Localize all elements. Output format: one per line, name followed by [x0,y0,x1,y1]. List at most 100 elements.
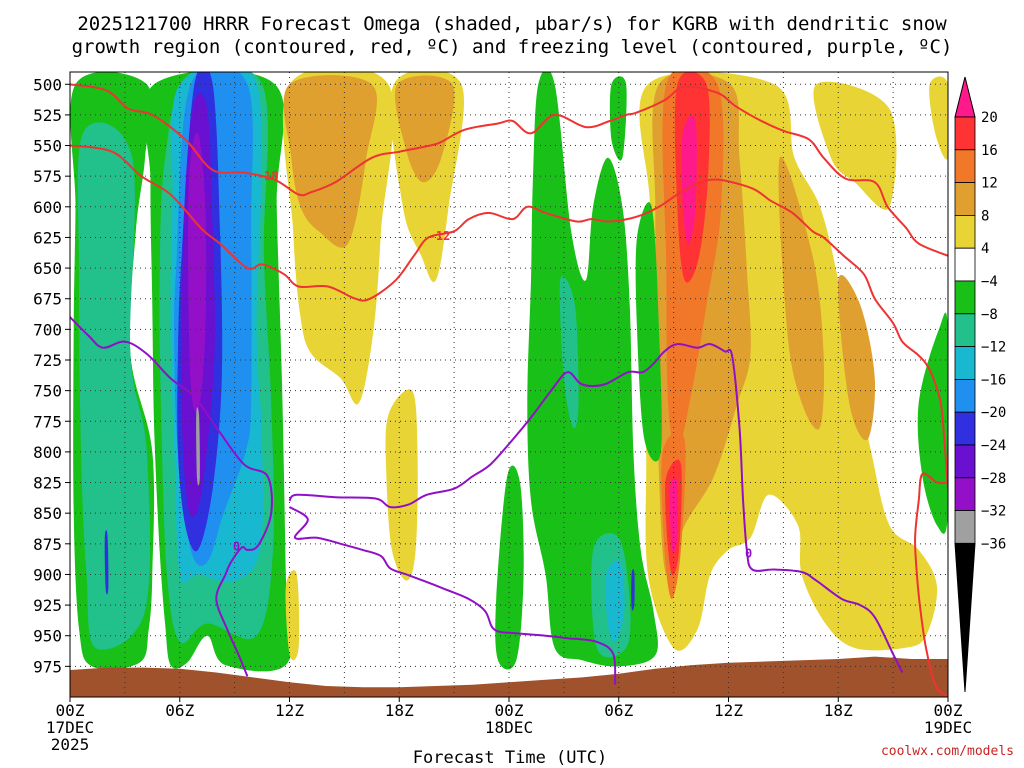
omega-region-20-27 [669,477,679,554]
colorbar-label-9: −20 [981,405,1006,421]
omega-region-4-17 [813,81,897,210]
colorbar-swatch-10 [954,411,976,446]
x-tick-label-36-0: 12Z [714,701,743,720]
dgz-contour-0 [70,83,948,257]
contour-layer: -18 -12 0 0 [70,83,948,697]
y-tick-label-975: 975 [33,657,62,676]
dgz-contour-label-0: -18 [257,169,279,183]
omega-region--8-28 [527,72,658,667]
terrain-layer [70,656,948,697]
y-tick-label-650: 650 [33,259,62,278]
x-tick-label-18-0: 18Z [385,701,414,720]
y-tick-label-725: 725 [33,351,62,370]
colorbar-label-6: −8 [981,307,998,323]
omega-region--24-36 [631,568,635,611]
y-tick-label-825: 825 [33,474,62,493]
omega-region-20-26 [681,115,697,244]
colorbar-label-11: −28 [981,471,1006,487]
omega-region--12-2 [77,122,151,650]
y-tick-label-800: 800 [33,443,62,462]
colorbar-label-12: −32 [981,504,1006,520]
colorbar-label-2: 12 [981,176,998,192]
freezing-level-contour-2 [288,506,617,685]
colorbar-swatch-2 [954,149,976,184]
colorbar-swatch-3 [954,182,976,216]
dgz-contour-2 [914,472,948,697]
colorbar-swatch-9 [954,378,976,413]
omega-region--12-33 [559,276,579,429]
x-tick-label-42-0: 18Z [824,701,853,720]
omega-region-4-18 [929,76,948,160]
colorbar-label-10: −24 [981,438,1006,454]
omega-region-8-20 [778,156,825,430]
freezing-level-label-1: 0 [745,547,752,561]
chart-title-line-1: 2025121700 HRRR Forecast Omega (shaded, … [77,13,947,35]
freezing-level-contour-0 [70,316,273,677]
colorbar-label-5: −4 [981,274,998,290]
x-tick-label-30-0: 06Z [604,701,633,720]
dgz-contour-1 [70,144,948,489]
omega-region-8-14 [283,75,378,248]
chart-title-line-2: growth region (contoured, red, ºC) and f… [72,36,953,58]
colorbar-label-4: 4 [981,241,989,257]
y-tick-label-625: 625 [33,228,62,247]
colorbar-label-3: 8 [981,208,989,224]
x-tick-label-0-1: 17DEC [46,718,94,737]
omega-shading-layer [70,72,948,672]
colorbar-swatch-7 [954,313,976,347]
x-tick-label-12-0: 12Z [275,701,304,720]
x-tick-label-0-2: 2025 [51,735,90,754]
y-tick-label-900: 900 [33,565,62,584]
x-axis-title: Forecast Time (UTC) [413,748,607,768]
colorbar-label-13: −36 [981,536,1006,552]
y-tick-label-550: 550 [33,137,62,156]
colorbar-swatch-5 [954,247,976,282]
omega-region-4-12 [385,389,418,581]
plot-area: -18 -12 0 0 [69,71,949,698]
omega-region--24-37 [104,529,109,595]
x-tick-label-48-1: 19DEC [924,718,972,737]
colorbar-swatch-13 [954,510,976,544]
x-tick-label-6-0: 06Z [165,701,194,720]
omega-region-8-21 [838,274,876,441]
colorbar-swatch-14 [954,542,976,693]
y-tick-label-950: 950 [33,627,62,646]
omega-region--36-9 [196,407,200,486]
x-tick-label-24-0: 00Z [495,701,524,720]
colorbar-label-8: −16 [981,372,1006,388]
y-tick-label-575: 575 [33,167,62,186]
colorbar-swatch-11 [954,444,976,479]
colorbar-swatch-8 [954,346,976,380]
credit-text: coolwx.com/models [881,744,1014,759]
omega-region-8-15 [395,75,455,183]
colorbar: 20 16 12 8 4 −4 −8 −12 −16 −20 −24 −28 −32 −36 [954,76,1006,693]
freezing-level-contour-1 [288,343,904,673]
y-tick-label-600: 600 [33,198,62,217]
y-tick-label-775: 775 [33,412,62,431]
omega-region--16-35 [605,560,625,643]
y-tick-label-850: 850 [33,504,62,523]
y-tick-label-875: 875 [33,535,62,554]
x-tick-label-48-0: 00Z [934,701,963,720]
y-tick-label-750: 750 [33,382,62,401]
dgz-contour-label-1: -12 [429,229,451,243]
y-tick-label-675: 675 [33,290,62,309]
colorbar-swatch-6 [954,280,976,315]
terrain-ground [70,656,948,697]
colorbar-swatch-0 [954,76,976,118]
colorbar-swatch-4 [954,214,976,249]
freezing-level-label-0: 0 [233,539,240,553]
colorbar-label-0: 20 [981,110,998,126]
colorbar-swatch-12 [954,477,976,511]
omega-region-4-13 [285,570,300,661]
y-tick-label-925: 925 [33,596,62,615]
omega-region--32-8 [188,132,207,413]
colorbar-label-1: 16 [981,143,998,159]
y-tick-label-525: 525 [33,106,62,125]
colorbar-swatch-1 [954,116,976,151]
omega-region--8-30 [635,202,662,462]
colorbar-label-7: −12 [981,340,1006,356]
y-tick-label-500: 500 [33,75,62,94]
